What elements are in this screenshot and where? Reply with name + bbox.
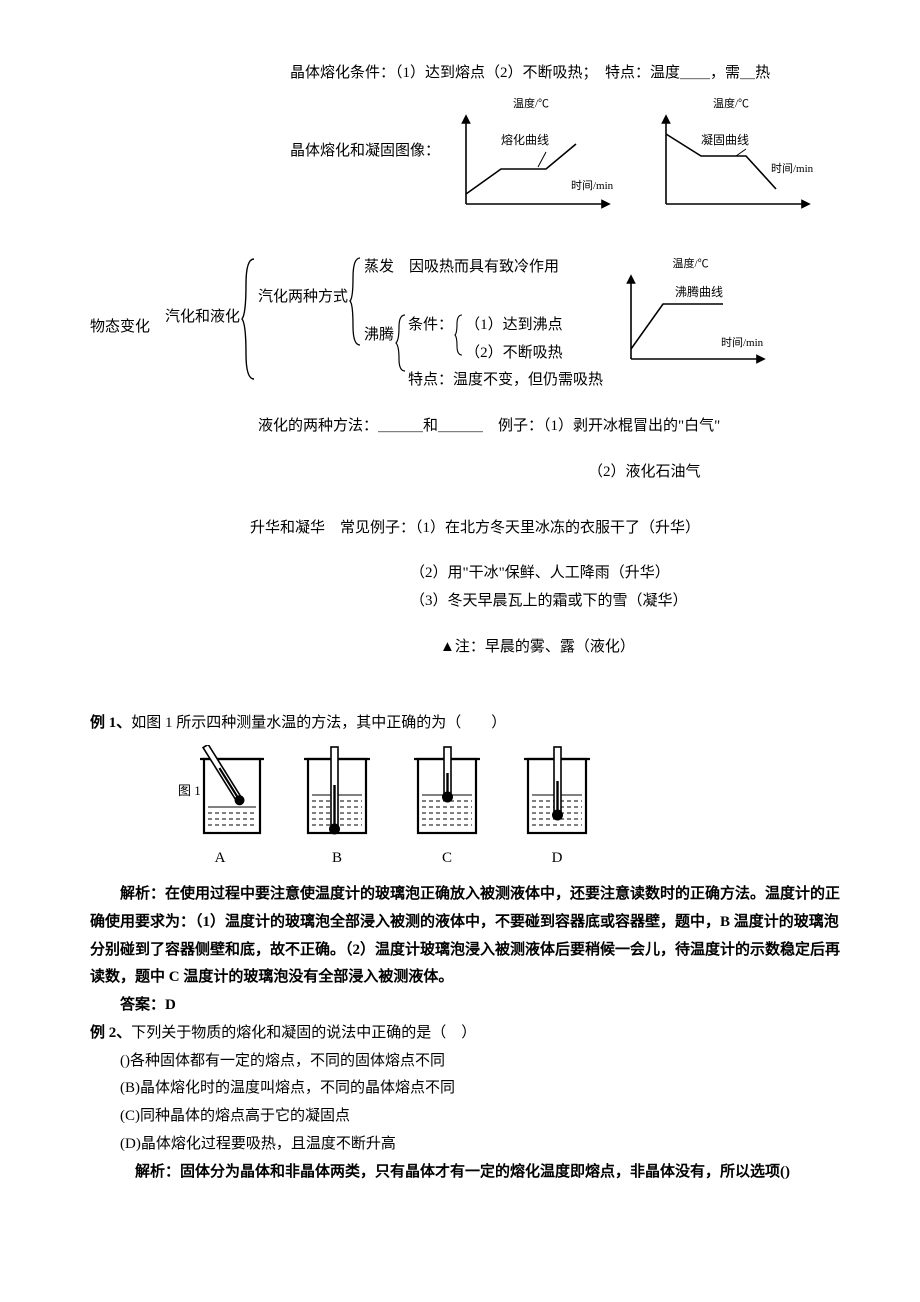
beaker-a-diagram: 图 1 [170,745,270,843]
ex2-option-c: (C)同种晶体的熔点高于它的凝固点 [90,1103,850,1131]
ex2-option-b: (B)晶体熔化时的温度叫熔点，不同的晶体熔点不同 [90,1075,850,1103]
beaker-d-diagram [514,745,600,843]
boiling-curve-chart: 沸腾曲线 时间/min [613,274,768,369]
example-1: 例 1、如图 1 所示四种测量水温的方法，其中正确的为（ ） [90,710,850,738]
vapor-two-methods: 汽化两种方式 [258,254,348,312]
svg-text:时间/min: 时间/min [771,162,814,175]
boiling-feature: 特点：温度不变，但仍需吸热 [408,367,603,395]
y-axis-label-3: 温度/℃ [613,254,768,274]
vapor-liquid-label: 汽化和液化 [150,254,240,332]
option-a-label: A [170,845,270,873]
beaker-b-diagram [294,745,380,843]
curve-label: 熔化曲线 [501,132,549,147]
ex2-analysis: 解析：固体分为晶体和非晶体两类，只有晶体才有一定的熔化温度即熔点，非晶体没有，所… [90,1159,850,1187]
svg-text:时间/min: 时间/min [721,336,764,349]
svg-text:凝固曲线: 凝固曲线 [701,132,749,147]
liquefaction-eg2: （2）液化石油气 [258,459,768,487]
melting-condition-line: 晶体熔化条件：（1）达到熔点（2）不断吸热； 特点：温度＿＿，需＿热 [290,60,850,88]
state-change-root: 物态变化 [90,254,150,342]
y-axis-label-2: 温度/℃ [646,94,816,114]
cond-1: （1）达到沸点 [465,312,563,340]
ex2-option-a: ()各种固体都有一定的熔点，不同的固体熔点不同 [90,1048,850,1076]
y-axis-label: 温度/℃ [446,94,616,114]
brace-icon [240,254,258,384]
freezing-curve-chart: 凝固曲线 时间/min [646,114,816,214]
brace-icon [453,312,465,358]
ex2-option-d: (D)晶体熔化过程要吸热，且温度不断升高 [90,1131,850,1159]
melting-curve-chart: 熔化曲线 时间/min [446,114,616,214]
svg-text:图 1: 图 1 [178,783,201,798]
ex1-analysis: 解析：在使用过程中要注意使温度计的玻璃泡正确放入被测液体中，还要注意读数时的正确… [90,881,850,992]
sublimation-line1: 升华和凝华 常见例子：（1）在北方冬天里冰冻的衣服干了（升华） [250,515,850,543]
option-c-label: C [404,845,490,873]
note-line: ▲注：早晨的雾、露（液化） [250,634,850,662]
evaporation-line: 蒸发 因吸热而具有致冷作用 [364,254,603,282]
ex1-answer: 答案：D [90,992,850,1020]
liquefaction-methods: 液化的两种方法：＿＿＿和＿＿＿ 例子：（1）剥开冰棍冒出的"白气" [258,413,768,441]
melting-freezing-label: 晶体熔化和凝固图像： [290,94,440,166]
condition-label: 条件： [408,312,453,340]
beaker-c-diagram [404,745,490,843]
brace-icon [394,312,408,374]
boiling-label: 沸腾 [364,312,394,350]
sublimation-line2: （2）用"干冰"保鲜、人工降雨（升华） [250,560,850,588]
option-d-label: D [514,845,600,873]
sublimation-line3: （3）冬天早晨瓦上的霜或下的雪（凝华） [250,588,850,616]
svg-text:沸腾曲线: 沸腾曲线 [675,284,723,299]
option-b-label: B [294,845,380,873]
brace-icon [348,254,364,349]
svg-text:时间/min: 时间/min [571,179,614,192]
example-2: 例 2、下列关于物质的熔化和凝固的说法中正确的是（ ） [90,1020,850,1048]
cond-2: （2）不断吸热 [465,340,563,368]
